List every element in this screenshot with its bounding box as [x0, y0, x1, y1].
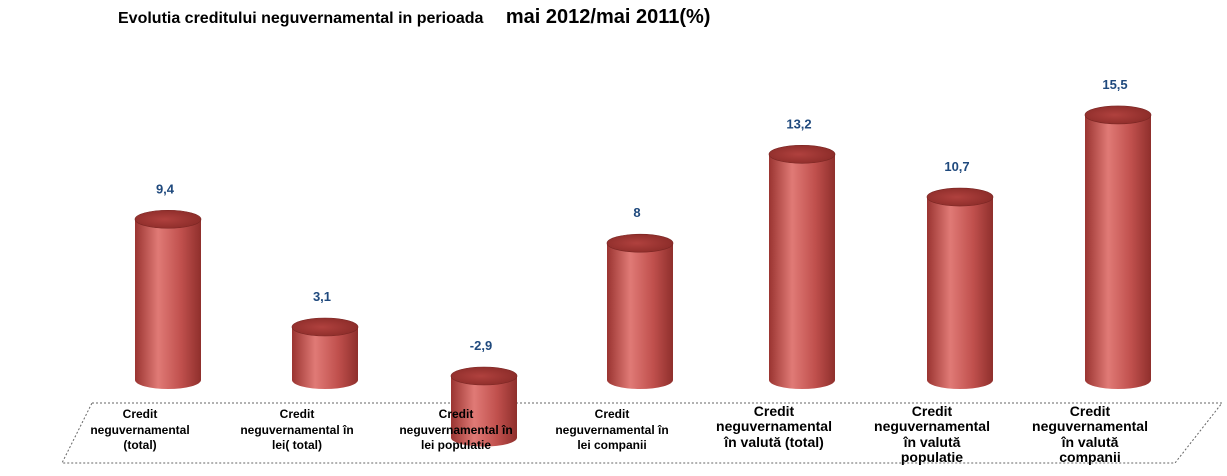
category-label-line: Credit: [438, 407, 474, 421]
bar-2: [291, 317, 359, 389]
category-label: Credit neguvernamental în valută (total): [704, 403, 844, 450]
bar-body: [451, 376, 517, 447]
bar-top: [134, 209, 202, 229]
category-label-line: în valută (total): [724, 433, 824, 450]
bar-top: [291, 317, 359, 337]
category-label-line: Credit: [911, 403, 953, 419]
bar-body: [292, 326, 358, 389]
category-label-line: neguvernamental: [90, 422, 190, 437]
category-label: Credit neguvernamental în valută populatie: [862, 403, 1002, 466]
category-label-line: în valută: [903, 433, 961, 450]
category-label: Credit neguvernamental în lei populatie: [391, 407, 521, 454]
category-label-line: Credit: [594, 407, 630, 421]
bar-body: [769, 154, 835, 389]
category-label-line: neguvernamental: [716, 418, 832, 435]
bar-top: [926, 187, 994, 207]
category-label: Credit neguvernamental în valută companii: [1020, 403, 1160, 466]
data-label: 15,5: [1102, 77, 1127, 92]
bar-body: [1085, 114, 1151, 389]
chart-title: Evolutia creditului neguvernamental in p…: [118, 6, 710, 29]
bar-5: [768, 144, 836, 389]
data-label: -2,9: [470, 338, 492, 353]
category-label: Credit neguvernamental (total): [75, 407, 205, 454]
category-label-line: neguvernamental: [1032, 418, 1148, 435]
bar-top: [606, 233, 674, 253]
bar-body: [135, 219, 201, 389]
bar-top: [768, 144, 836, 164]
category-label-line: (total): [123, 438, 157, 453]
category-label-line: companii: [1059, 449, 1121, 466]
bar-top: [1084, 105, 1152, 125]
category-label-line: în valută: [1061, 433, 1119, 450]
data-label: 10,7: [944, 159, 969, 174]
chart-title-period: mai 2012/mai 2011(%): [505, 6, 711, 28]
bar-6: [926, 187, 994, 389]
bar-body: [927, 197, 993, 389]
category-label-line: neguvernamental în: [240, 422, 354, 437]
bar-1: [134, 209, 202, 389]
category-label-line: lei companii: [577, 438, 647, 453]
category-label: Credit neguvernamental în lei( total): [232, 407, 362, 454]
chart-title-main: Evolutia creditului neguvernamental in p…: [118, 10, 484, 27]
category-label-line: Credit: [122, 407, 158, 421]
chart-floor: [61, 402, 1224, 464]
category-label-line: neguvernamental în: [555, 422, 669, 437]
data-label: 9,4: [156, 181, 175, 196]
data-label: 13,2: [786, 116, 811, 131]
bar-3: [450, 366, 518, 447]
category-label-line: lei( total): [272, 438, 322, 453]
bar-7: [1084, 105, 1152, 389]
category-label-line: neguvernamental: [874, 418, 990, 435]
bar-4: [606, 233, 674, 389]
category-label-line: Credit: [753, 403, 795, 419]
bar-top: [450, 366, 518, 386]
category-label-line: Credit: [279, 407, 315, 421]
bar-body: [607, 243, 673, 389]
category-label-line: Credit: [1069, 403, 1111, 419]
data-label: 8: [633, 205, 640, 220]
data-label: 3,1: [313, 289, 331, 304]
category-label: Credit neguvernamental în lei companii: [547, 407, 677, 454]
category-label-line: lei populatie: [420, 438, 491, 453]
category-label-line: neguvernamental în: [399, 422, 513, 437]
category-label-line: populatie: [900, 449, 964, 466]
